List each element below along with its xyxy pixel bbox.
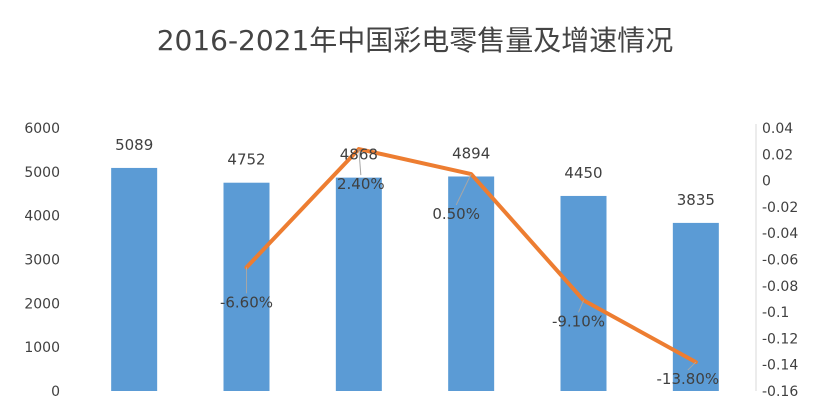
right-axis-tick-label: -0.06 xyxy=(762,253,798,269)
bar xyxy=(448,176,495,391)
right-axis-tick-label: -0.14 xyxy=(762,358,798,374)
bar-value-label: 4450 xyxy=(564,164,602,182)
left-axis-tick-label: 1000 xyxy=(24,340,60,356)
axes-layer: 0100020003000400050006000-0.16-0.14-0.12… xyxy=(24,121,798,400)
growth-label: 2.40% xyxy=(337,175,385,193)
bars-layer xyxy=(111,167,719,391)
growth-label-leader xyxy=(687,361,697,371)
growth-label: -13.80% xyxy=(657,370,720,388)
growth-label: -9.10% xyxy=(552,312,605,330)
right-axis-tick-label: -0.04 xyxy=(762,226,798,242)
growth-label-leader xyxy=(578,300,584,313)
left-axis-tick-label: 4000 xyxy=(24,209,60,225)
growth-label-leader xyxy=(358,149,362,176)
right-axis-tick-label: -0.12 xyxy=(762,331,798,347)
right-axis-tick-label: 0.04 xyxy=(762,121,793,137)
bar xyxy=(111,167,158,391)
bar xyxy=(560,195,607,391)
growth-label-leader xyxy=(455,173,472,206)
bar-value-label: 4894 xyxy=(452,144,490,162)
left-axis-tick-label: 6000 xyxy=(24,121,60,137)
bar-value-label: 3835 xyxy=(677,191,715,209)
growth-label: -6.60% xyxy=(220,293,273,311)
right-axis-tick-label: 0 xyxy=(762,174,771,190)
right-axis-tick-label: -0.02 xyxy=(762,200,798,216)
right-axis-tick-label: 0.02 xyxy=(762,147,793,163)
right-axis-tick-label: -0.1 xyxy=(762,305,789,321)
bar xyxy=(335,177,382,391)
left-axis-tick-label: 5000 xyxy=(24,165,60,181)
bar-value-label: 5089 xyxy=(115,136,153,154)
left-axis-tick-label: 2000 xyxy=(24,296,60,312)
growth-label: 0.50% xyxy=(432,205,480,223)
left-axis-tick-label: 0 xyxy=(51,384,60,400)
chart-title: 2016-2021年中国彩电零售量及增速情况 xyxy=(157,24,674,57)
right-axis-tick-label: -0.16 xyxy=(762,384,798,400)
bar xyxy=(672,222,719,391)
right-axis-tick-label: -0.08 xyxy=(762,279,798,295)
left-axis-tick-label: 3000 xyxy=(24,253,60,269)
bar-value-label: 4752 xyxy=(227,151,265,169)
